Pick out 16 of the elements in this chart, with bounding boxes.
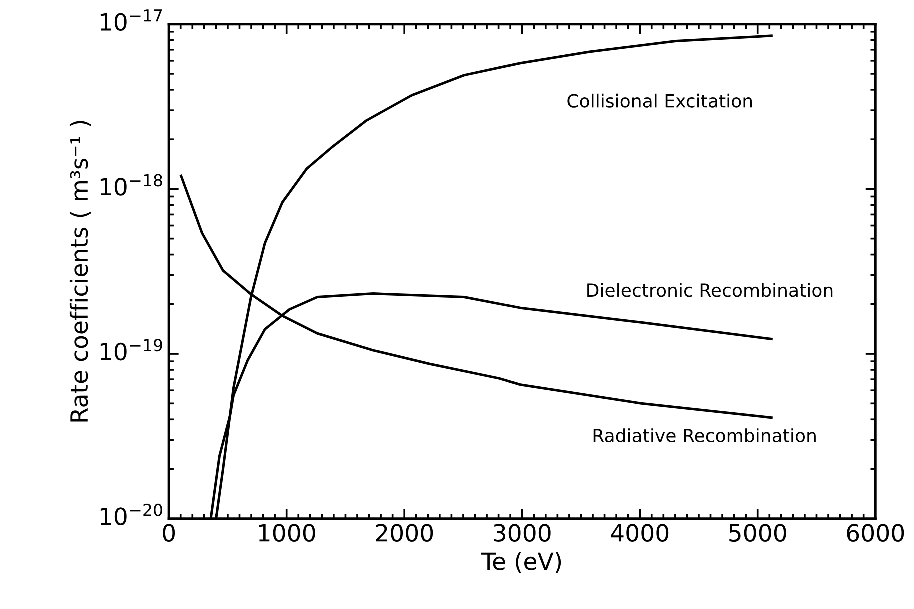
series-label: Dielectronic Recombination xyxy=(588,283,833,298)
x-tick-label: 5000 xyxy=(730,524,786,542)
y-tick-label: 10$^{−17}$ xyxy=(100,10,162,32)
y-axis-title: Rate coefficients ( m³s⁻¹ ) xyxy=(70,121,91,422)
x-tick-label: 0 xyxy=(163,524,176,542)
x-tick-label: 3000 xyxy=(494,524,551,542)
x-tick-label: 6000 xyxy=(847,524,904,542)
y-tick-label: 10$^{−20}$ xyxy=(100,504,162,526)
x-tick-label: 4000 xyxy=(611,524,669,542)
x-axis-title: Te (eV) xyxy=(482,552,562,574)
y-tick-label: 10$^{−19}$ xyxy=(100,339,162,361)
text: Collisional Excitation xyxy=(568,94,752,108)
y-tick-label: 10$^{−18}$ xyxy=(100,174,162,196)
x-tick-label: 1000 xyxy=(259,524,316,542)
series-label: Radiative Recombination xyxy=(594,428,816,443)
x-tick-label: 2000 xyxy=(376,524,434,542)
